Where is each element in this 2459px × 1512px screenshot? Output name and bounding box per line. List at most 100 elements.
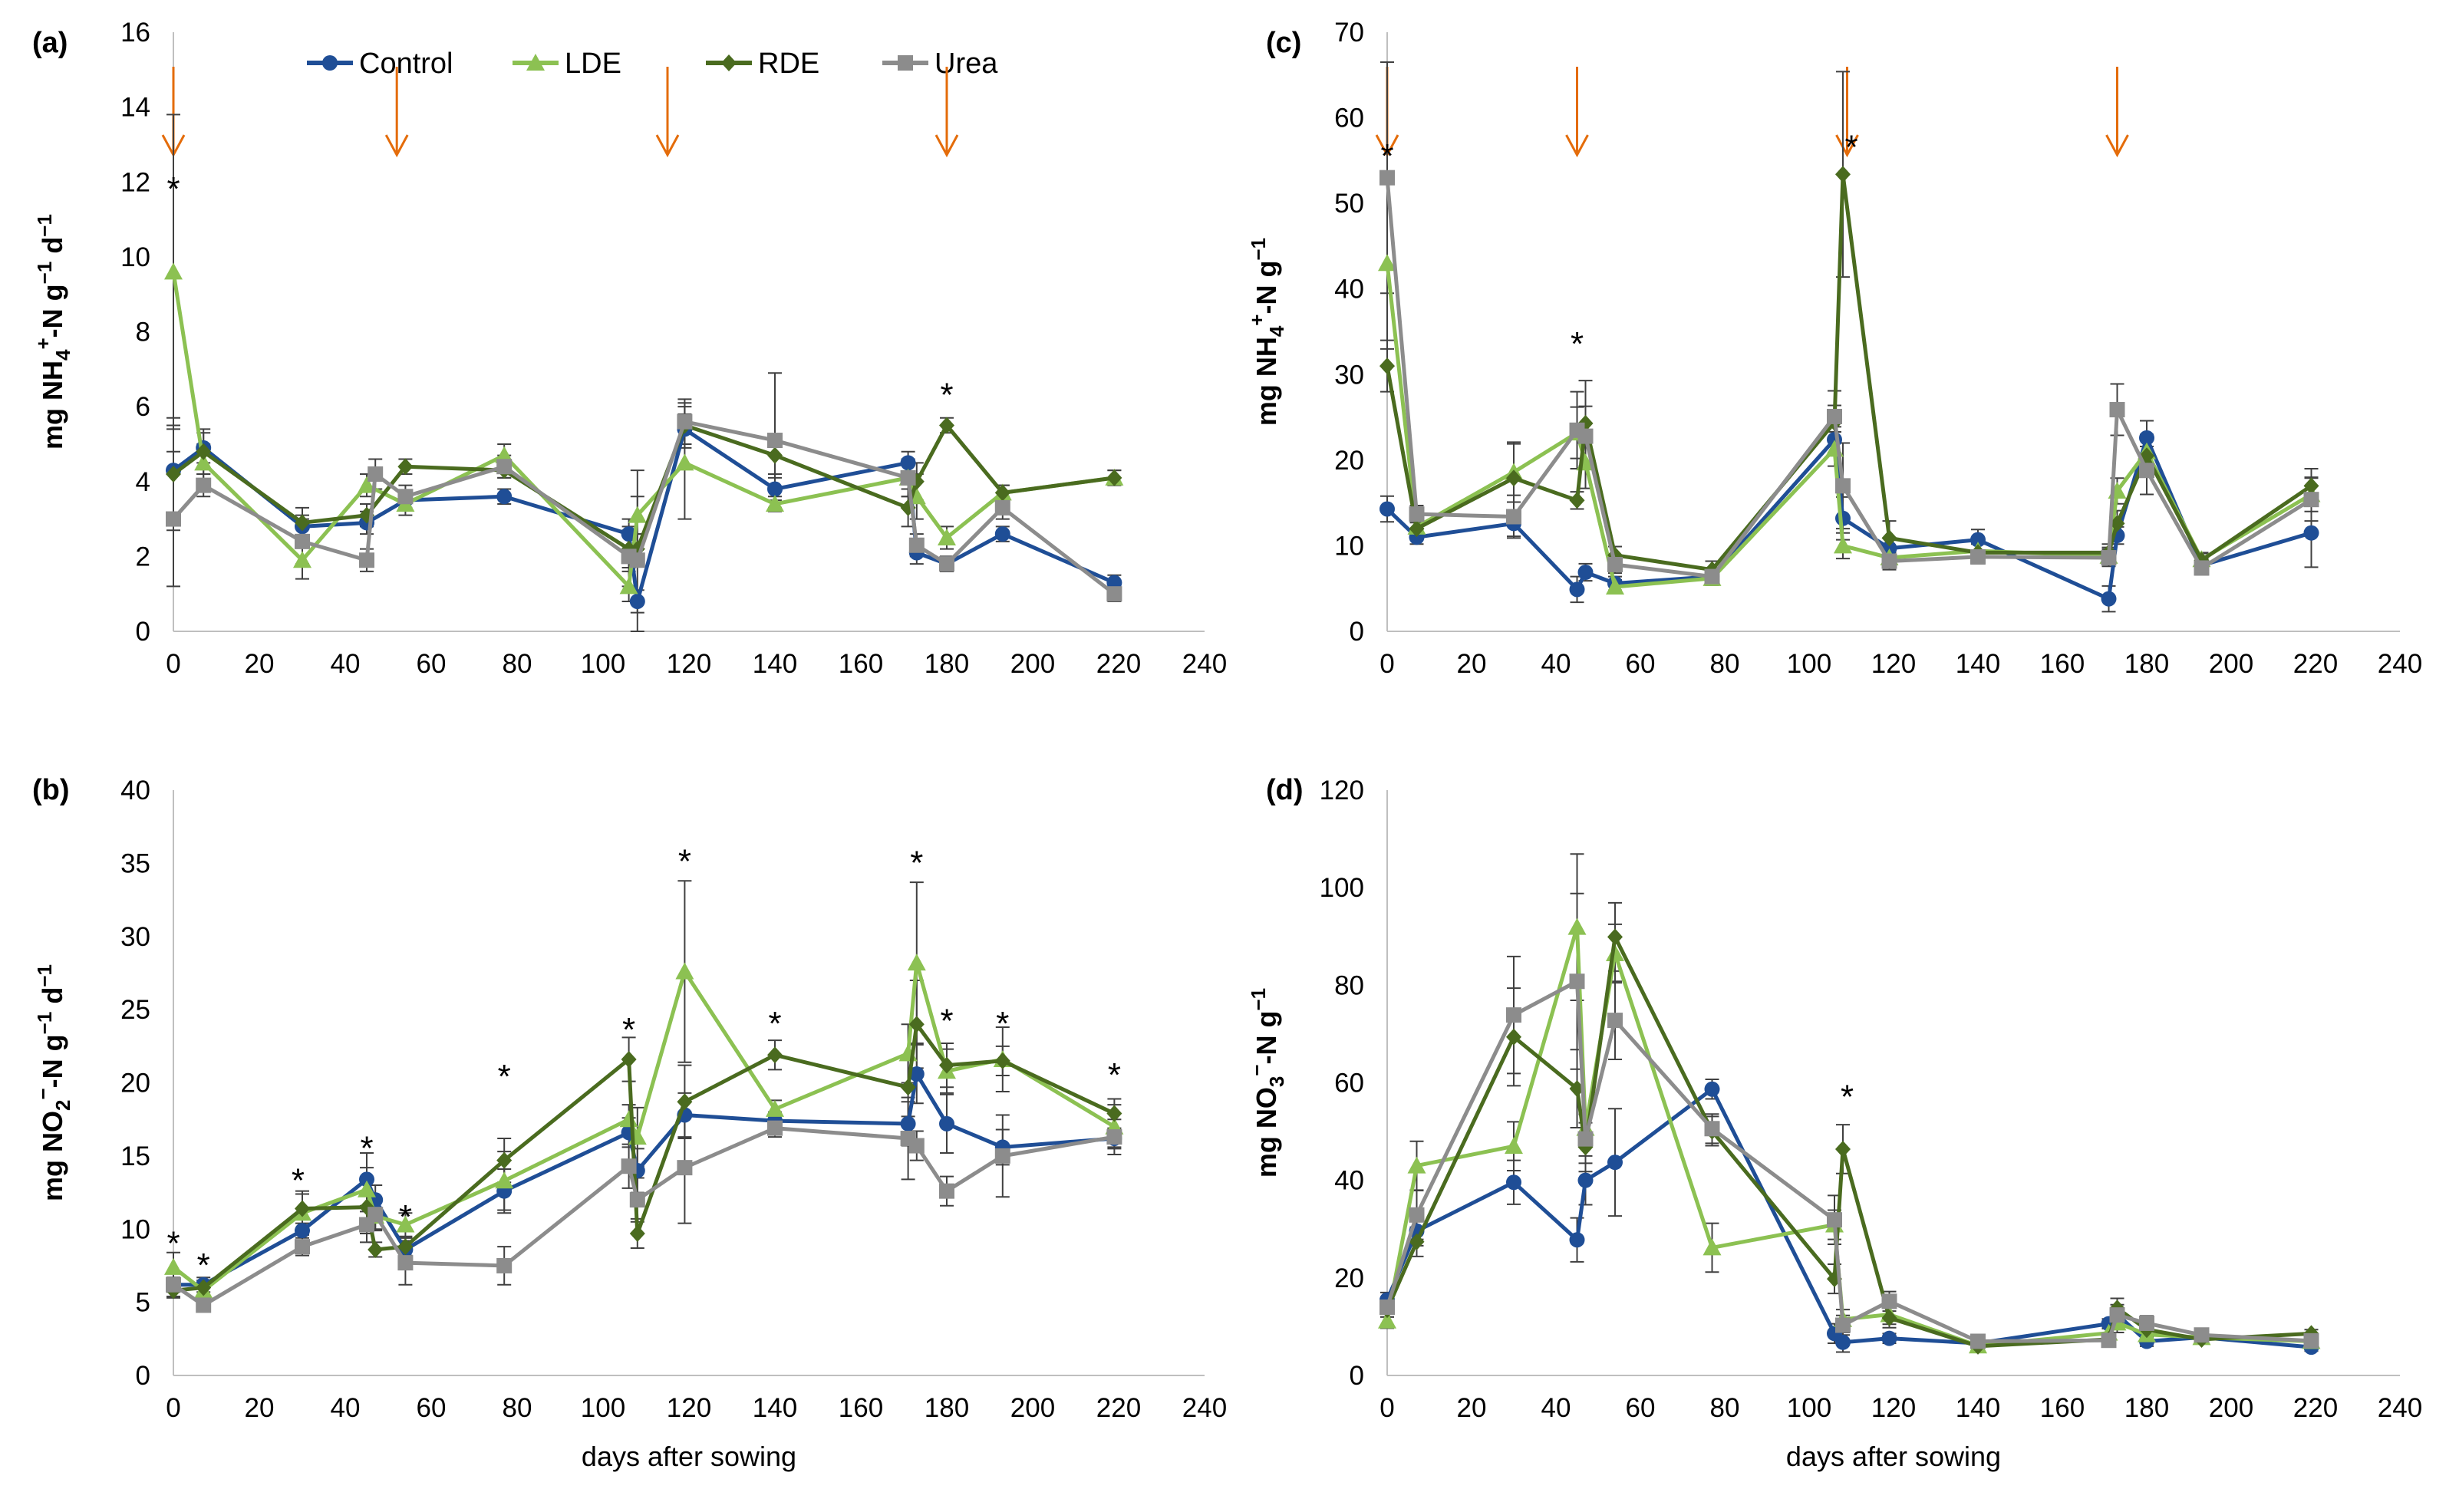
data-point-urea (496, 1257, 513, 1273)
x-tick-label: 120 (667, 1393, 711, 1423)
x-tick-label: 60 (1626, 649, 1656, 679)
y-tick-label: 120 (1320, 776, 1364, 805)
data-point-rde (1106, 1105, 1122, 1122)
data-point-control (2303, 525, 2319, 541)
x-tick-label: 220 (1096, 1393, 1141, 1423)
data-point-lde (1606, 577, 1624, 595)
data-point-urea (1835, 1317, 1851, 1333)
data-point-rde (1881, 529, 1897, 547)
data-point-urea (1970, 1333, 1986, 1349)
application-arrow (655, 67, 680, 158)
x-tick-label: 120 (1871, 649, 1916, 679)
x-tick-label: 220 (2293, 649, 2338, 679)
data-point-urea (1577, 428, 1594, 444)
y-tick-label: 60 (1334, 104, 1364, 133)
y-tick-label: 4 (136, 467, 150, 497)
data-point-urea (1379, 170, 1395, 186)
data-point-urea (2303, 1332, 2319, 1349)
x-tick-label: 40 (1541, 649, 1571, 679)
panel-label: (a) (32, 27, 68, 59)
data-point-control (767, 481, 783, 497)
data-point-urea (496, 459, 513, 475)
x-tick-label: 240 (2378, 649, 2422, 679)
y-tick-label: 40 (1334, 275, 1364, 305)
data-point-urea (2101, 550, 2117, 566)
data-point-rde (1409, 520, 1425, 538)
data-point-lde (293, 551, 311, 568)
data-point-urea (397, 489, 414, 505)
significance-star: * (166, 170, 180, 208)
y-tick-label: 0 (1350, 1361, 1364, 1391)
significance-star: * (292, 1161, 305, 1199)
series-line-lde (1385, 262, 2312, 589)
significance-star: * (360, 1129, 373, 1167)
application-arrow (1835, 67, 1859, 158)
x-tick-label: 200 (1010, 1393, 1055, 1423)
data-point-urea (196, 477, 212, 493)
y-tick-label: 80 (1334, 970, 1364, 1000)
data-point-rde (939, 417, 954, 434)
data-point-urea (767, 1120, 783, 1136)
y-axis-label: mg NO2−-N g−1 d−1 (31, 964, 74, 1201)
data-point-rde (196, 1279, 212, 1296)
significance-star: * (996, 1005, 1009, 1043)
x-tick-label: 240 (2378, 1393, 2422, 1423)
series-line-control (173, 1072, 1115, 1287)
panel-b-chart: (b) 0 5 10 15 20 25 30 35 40 0 20 40 60 80 100 120 140 160… (31, 774, 1227, 1472)
data-point-rde (767, 1046, 783, 1064)
x-tick-label: 140 (753, 649, 797, 679)
data-point-lde (358, 476, 376, 493)
data-point-urea (295, 1239, 310, 1255)
data-point-urea (1704, 1121, 1720, 1137)
data-point-urea (166, 511, 181, 527)
y-tick-label: 100 (1320, 873, 1364, 903)
y-tick-label: 20 (1334, 1263, 1364, 1293)
y-tick-label: 0 (1350, 617, 1364, 647)
data-point-control (1835, 1334, 1851, 1350)
data-point-lde (164, 1257, 183, 1275)
y-tick-label: 10 (1334, 531, 1364, 561)
data-point-rde (496, 1151, 513, 1169)
data-point-urea (629, 1192, 645, 1208)
x-tick-label: 180 (2124, 1393, 2169, 1423)
data-point-lde (766, 495, 784, 512)
y-tick-label: 30 (120, 922, 150, 952)
data-point-urea (1827, 1212, 1842, 1228)
y-axis-label: mg NH4+-N g−1 (1245, 238, 1288, 426)
data-point-control (496, 489, 513, 505)
data-point-control (1607, 1155, 1623, 1171)
y-tick-label: 16 (120, 18, 150, 48)
x-tick-label: 140 (753, 1393, 797, 1423)
x-tick-label: 240 (1182, 1393, 1227, 1423)
x-tick-label: 0 (1379, 1393, 1394, 1423)
data-point-urea (994, 499, 1010, 516)
legend-marker-rde (721, 54, 737, 71)
significance-star: * (399, 1198, 412, 1236)
y-tick-label: 70 (1334, 18, 1364, 48)
significance-star: * (910, 844, 923, 881)
data-point-rde (397, 458, 414, 476)
data-point-control (908, 1066, 925, 1082)
x-tick-label: 100 (581, 1393, 625, 1423)
data-point-urea (368, 466, 384, 482)
x-tick-label: 40 (331, 1393, 361, 1423)
x-tick-label: 180 (2124, 649, 2169, 679)
y-tick-label: 5 (136, 1288, 150, 1318)
y-tick-label: 40 (1334, 1166, 1364, 1196)
x-tick-label: 20 (1457, 649, 1487, 679)
x-tick-label: 100 (581, 649, 625, 679)
data-point-lde (1567, 917, 1587, 935)
data-point-rde (1835, 1140, 1851, 1158)
data-point-lde (1703, 1238, 1722, 1256)
panel-label: (b) (32, 774, 70, 806)
legend-marker-control (322, 55, 338, 71)
significance-star: * (1841, 1079, 1854, 1116)
x-tick-label: 60 (417, 649, 447, 679)
data-point-control (1970, 532, 1986, 548)
x-tick-label: 80 (1710, 1393, 1740, 1423)
x-tick-label: 240 (1182, 649, 1227, 679)
application-arrow (2105, 67, 2129, 158)
data-point-rde (1506, 469, 1521, 487)
data-point-urea (900, 469, 916, 486)
